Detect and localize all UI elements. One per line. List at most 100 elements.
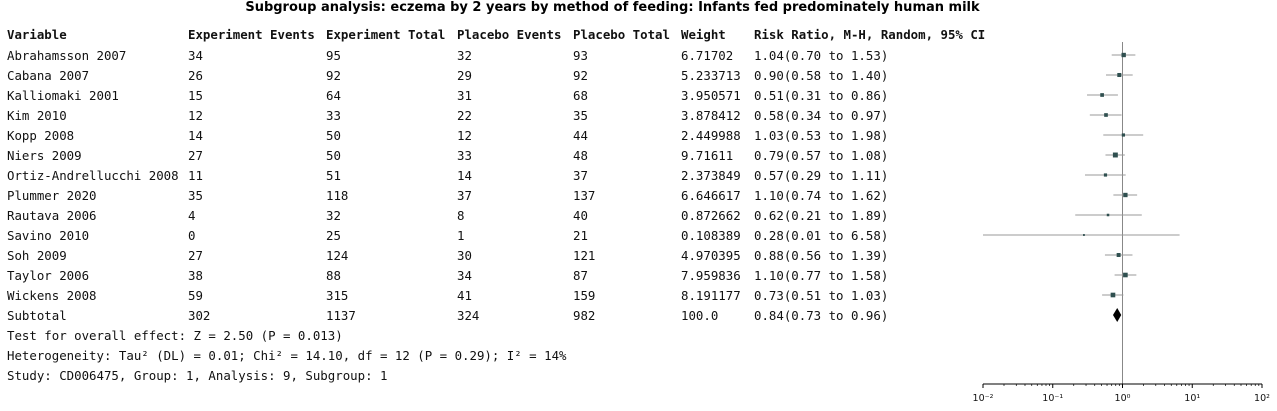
x-tick-label: 10² xyxy=(1254,393,1270,404)
table-cell: 27 xyxy=(188,248,203,263)
table-cell: 14 xyxy=(457,168,472,183)
effect-marker xyxy=(1123,192,1128,198)
table-cell: 41 xyxy=(457,288,472,303)
table-cell: 0.90(0.58 to 1.40) xyxy=(754,68,889,83)
table-cell: 35 xyxy=(573,108,588,123)
effect-marker xyxy=(1083,234,1085,236)
effect-marker xyxy=(1100,93,1104,97)
table-cell: Ortiz-Andrellucchi 2008 xyxy=(7,168,179,183)
table-cell: Plummer 2020 xyxy=(7,188,97,203)
table-cell: 51 xyxy=(326,168,341,183)
table-cell: 12 xyxy=(457,128,472,143)
table-cell: 124 xyxy=(326,248,349,263)
table-cell: 8 xyxy=(457,208,465,223)
table-cell: 0.28(0.01 to 6.58) xyxy=(754,228,889,243)
effect-marker xyxy=(1121,133,1126,137)
subtotal-cell: 1137 xyxy=(326,308,356,323)
table-cell: 50 xyxy=(326,128,341,143)
table-cell: 33 xyxy=(326,108,341,123)
table-cell: 1.10(0.74 to 1.62) xyxy=(754,188,889,203)
chart-title: Subgroup analysis: eczema by 2 years by … xyxy=(245,0,980,15)
table-cell: Wickens 2008 xyxy=(7,288,97,303)
table-cell: 0.79(0.57 to 1.08) xyxy=(754,148,889,163)
table-cell: 64 xyxy=(326,88,341,103)
table-cell: 9.71611 xyxy=(681,148,734,163)
table-cell: 88 xyxy=(326,268,341,283)
table-cell: 0.62(0.21 to 1.89) xyxy=(754,208,889,223)
x-tick-label: 10⁰ xyxy=(1115,393,1131,404)
column-header: Placebo Total xyxy=(573,27,670,42)
table-cell: Kopp 2008 xyxy=(7,128,75,143)
table-cell: 6.646617 xyxy=(681,188,741,203)
table-cell: Kim 2010 xyxy=(7,108,67,123)
table-cell: Cabana 2007 xyxy=(7,68,90,83)
table-cell: Abrahamsson 2007 xyxy=(7,48,127,63)
table-cell: 5.233713 xyxy=(681,68,741,83)
table-cell: 33 xyxy=(457,148,472,163)
table-cell: 48 xyxy=(573,148,588,163)
table-cell: 92 xyxy=(326,68,341,83)
effect-marker xyxy=(1112,152,1118,158)
table-cell: 26 xyxy=(188,68,203,83)
table-cell: 14 xyxy=(188,128,203,143)
table-cell: Kalliomaki 2001 xyxy=(7,88,119,103)
table-cell: 68 xyxy=(573,88,588,103)
table-cell: 32 xyxy=(457,48,472,63)
table-cell: 25 xyxy=(326,228,341,243)
effect-marker xyxy=(1103,173,1108,177)
effect-marker xyxy=(1117,72,1122,78)
table-cell: Soh 2009 xyxy=(7,248,67,263)
subtotal-cell: 324 xyxy=(457,308,480,323)
table-cell: 1.10(0.77 to 1.58) xyxy=(754,268,889,283)
column-header: Placebo Events xyxy=(457,27,562,42)
x-tick-label: 10⁻¹ xyxy=(1042,393,1063,404)
table-cell: Taylor 2006 xyxy=(7,268,90,283)
table-cell: 27 xyxy=(188,148,203,163)
table-cell: 59 xyxy=(188,288,203,303)
table-cell: 37 xyxy=(457,188,472,203)
table-cell: 1.03(0.53 to 1.98) xyxy=(754,128,889,143)
column-header: Risk Ratio, M-H, Random, 95% CI xyxy=(754,27,986,42)
table-cell: 4 xyxy=(188,208,196,223)
table-cell: 12 xyxy=(188,108,203,123)
column-header: Variable xyxy=(7,27,67,42)
table-cell: 0.108389 xyxy=(681,228,741,243)
table-cell: 32 xyxy=(326,208,341,223)
table-cell: 0.73(0.51 to 1.03) xyxy=(754,288,889,303)
table-cell: 0.872662 xyxy=(681,208,741,223)
table-cell: 95 xyxy=(326,48,341,63)
table-cell: 50 xyxy=(326,148,341,163)
column-header: Experiment Events xyxy=(188,27,315,42)
table-cell: 30 xyxy=(457,248,472,263)
table-cell: 40 xyxy=(573,208,588,223)
table-cell: 0 xyxy=(188,228,196,243)
table-cell: 1.04(0.70 to 1.53) xyxy=(754,48,889,63)
footer-line: Heterogeneity: Tau² (DL) = 0.01; Chi² = … xyxy=(7,348,567,363)
table-cell: 118 xyxy=(326,188,349,203)
table-cell: 22 xyxy=(457,108,472,123)
column-header: Experiment Total xyxy=(326,27,446,42)
subtotal-cell: Subtotal xyxy=(7,308,67,323)
table-cell: 0.58(0.34 to 0.97) xyxy=(754,108,889,123)
subtotal-cell: 302 xyxy=(188,308,211,323)
table-cell: Rautava 2006 xyxy=(7,208,97,223)
column-header: Weight xyxy=(681,27,726,42)
table-cell: 7.959836 xyxy=(681,268,741,283)
table-cell: 29 xyxy=(457,68,472,83)
table-cell: 137 xyxy=(573,188,596,203)
table-cell: 34 xyxy=(457,268,472,283)
effect-marker xyxy=(1104,113,1108,117)
table-cell: 159 xyxy=(573,288,596,303)
table-cell: 31 xyxy=(457,88,472,103)
x-tick-label: 10¹ xyxy=(1184,393,1200,404)
table-cell: Savino 2010 xyxy=(7,228,90,243)
effect-marker xyxy=(1110,292,1116,298)
effect-marker xyxy=(1121,52,1126,58)
effect-marker xyxy=(1106,213,1110,217)
table-cell: 92 xyxy=(573,68,588,83)
subtotal-cell: 982 xyxy=(573,308,596,323)
table-cell: 1 xyxy=(457,228,465,243)
table-cell: 315 xyxy=(326,288,349,303)
table-cell: 21 xyxy=(573,228,588,243)
effect-marker xyxy=(1116,253,1121,257)
